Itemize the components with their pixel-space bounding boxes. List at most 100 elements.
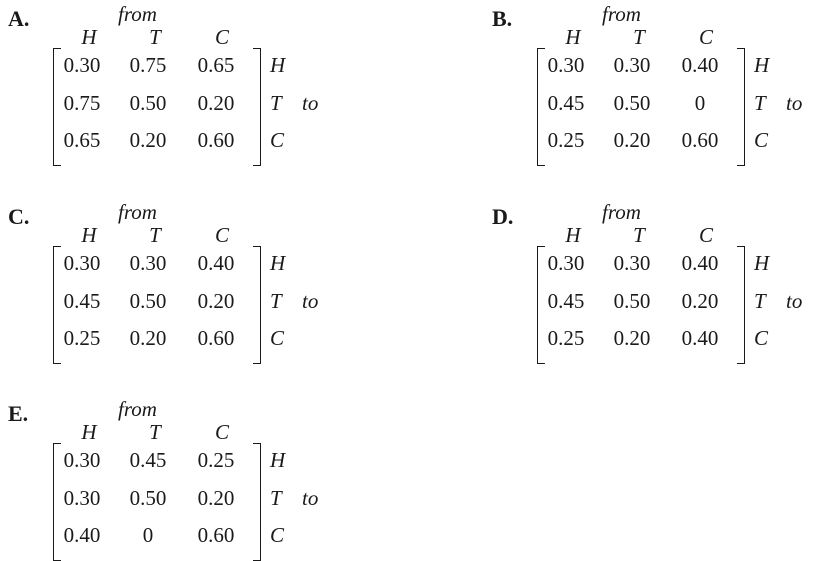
option-5: E. from H T C 0.30 0.45 0.25 H 0.30 0.50 0.20 T 0.40 0… (8, 397, 348, 561)
to-label: to (786, 289, 803, 313)
matrix-cell: 0.25 (197, 448, 235, 472)
matrix-cell: 0.60 (197, 128, 235, 152)
matrix-cell: 0.20 (197, 486, 235, 510)
matrix-right-bracket (253, 443, 261, 561)
matrix-cell: 0 (694, 91, 706, 115)
matrix-left-bracket (53, 246, 61, 364)
matrix-cell: 0.30 (63, 448, 101, 472)
from-label: from (118, 2, 157, 26)
row-header: C (270, 128, 285, 152)
option-4: D. from H T C 0.30 0.30 0.40 H 0.45 0.50 0.20 T 0.25 0… (492, 200, 817, 364)
row-header: H (270, 53, 286, 77)
matrix-cell: 0.45 (547, 91, 585, 115)
matrix-cell: 0 (142, 523, 154, 547)
from-label: from (118, 200, 157, 224)
matrix-cell: 0.20 (197, 91, 235, 115)
column-header: H (565, 223, 581, 247)
matrix-cell: 0.50 (129, 486, 167, 510)
from-label: from (602, 200, 641, 224)
matrix-cell: 0.30 (547, 251, 585, 275)
option-letter: D. (492, 204, 514, 229)
row-header: T (270, 289, 282, 313)
matrix-cell: 0.30 (63, 53, 101, 77)
column-header: T (149, 420, 161, 444)
matrix-cell: 0.30 (547, 53, 585, 77)
matrix-cell: 0.45 (129, 448, 167, 472)
to-label: to (302, 91, 319, 115)
matrix-cell: 0.50 (613, 91, 651, 115)
matrix-right-bracket (253, 48, 261, 166)
to-label: to (786, 91, 803, 115)
column-header: H (81, 223, 97, 247)
row-header: C (754, 128, 769, 152)
matrix-left-bracket (53, 48, 61, 166)
matrix-right-bracket (253, 246, 261, 364)
matrix-left-bracket (537, 48, 545, 166)
matrix-right-bracket (737, 246, 745, 364)
matrix-cell: 0.20 (129, 326, 167, 350)
matrix-cell: 0.40 (63, 523, 101, 547)
matrix-cell: 0.20 (681, 289, 719, 313)
matrix-cell: 0.30 (613, 53, 651, 77)
matrix-cell: 0.20 (197, 289, 235, 313)
option-2: B. from H T C 0.30 0.30 0.40 H 0.45 0.50 0 T 0.25 0.20… (492, 2, 817, 166)
matrix-cell: 0.60 (681, 128, 719, 152)
option-3: C. from H T C 0.30 0.30 0.40 H 0.45 0.50 0.20 T 0.25 0… (8, 200, 348, 364)
matrix-cell: 0.45 (547, 289, 585, 313)
matrix-cell: 0.30 (63, 251, 101, 275)
matrix-cell: 0.60 (197, 523, 235, 547)
row-header: T (270, 91, 282, 115)
option-letter: B. (492, 6, 513, 31)
row-header: C (754, 326, 769, 350)
matrix-cell: 0.20 (613, 128, 651, 152)
matrix-cell: 0.25 (63, 326, 101, 350)
matrix-right-bracket (737, 48, 745, 166)
matrix-cell: 0.40 (197, 251, 235, 275)
matrix-cell: 0.50 (129, 91, 167, 115)
column-header: T (149, 223, 161, 247)
row-header: H (754, 251, 770, 275)
row-header: C (270, 326, 285, 350)
option-letter: C. (8, 204, 30, 229)
column-header: C (698, 25, 713, 49)
matrix-cell: 0.25 (547, 128, 585, 152)
matrix-cell: 0.20 (613, 326, 651, 350)
row-header: H (270, 251, 286, 275)
column-header: H (81, 25, 97, 49)
row-header: H (754, 53, 770, 77)
option-letter: A. (8, 6, 30, 31)
column-header: H (565, 25, 581, 49)
column-header: T (633, 25, 645, 49)
row-header: H (270, 448, 286, 472)
column-header: C (214, 420, 229, 444)
matrix-cell: 0.75 (63, 91, 101, 115)
column-header: C (698, 223, 713, 247)
matrix-cell: 0.30 (129, 251, 167, 275)
option-1: A. from H T C 0.30 0.75 0.65 H 0.75 0.50 0.20 T 0.65 0… (8, 2, 348, 166)
matrix-cell: 0.60 (197, 326, 235, 350)
option-letter: E. (8, 401, 29, 426)
column-header: H (81, 420, 97, 444)
from-label: from (602, 2, 641, 26)
row-header: C (270, 523, 285, 547)
matrix-cell: 0.40 (681, 251, 719, 275)
matrix-left-bracket (537, 246, 545, 364)
matrix-cell: 0.30 (63, 486, 101, 510)
row-header: T (754, 289, 766, 313)
to-label: to (302, 486, 319, 510)
column-header: T (633, 223, 645, 247)
matrix-cell: 0.40 (681, 53, 719, 77)
matrix-cell: 0.65 (63, 128, 101, 152)
matrix-cell: 0.50 (613, 289, 651, 313)
matrix-cell: 0.50 (129, 289, 167, 313)
column-header: T (149, 25, 161, 49)
from-label: from (118, 397, 157, 421)
column-header: C (214, 223, 229, 247)
row-header: T (754, 91, 766, 115)
matrix-cell: 0.65 (197, 53, 235, 77)
column-header: C (214, 25, 229, 49)
row-header: T (270, 486, 282, 510)
to-label: to (302, 289, 319, 313)
matrix-cell: 0.75 (129, 53, 167, 77)
matrix-cell: 0.30 (613, 251, 651, 275)
